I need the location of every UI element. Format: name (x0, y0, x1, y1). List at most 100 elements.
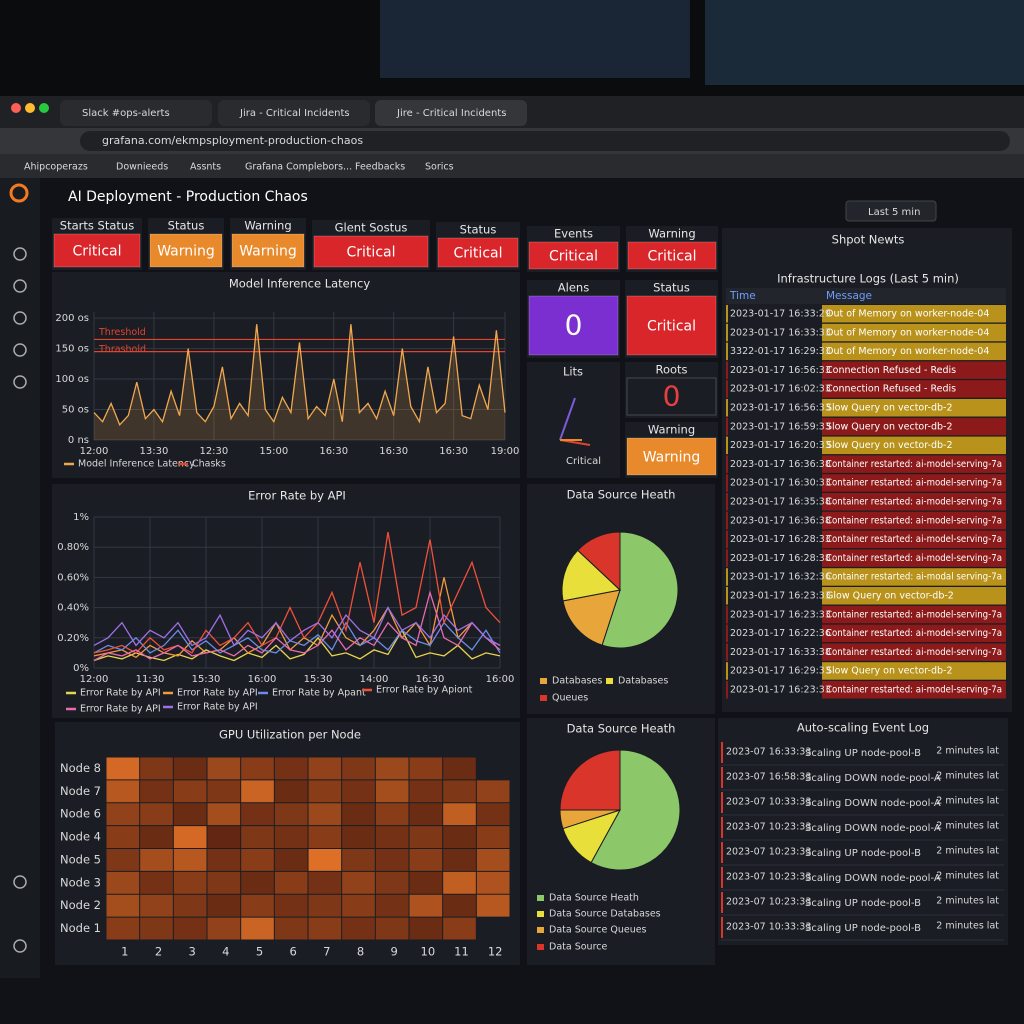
bookmark[interactable]: Sorics (425, 162, 454, 173)
log-message: Slow Query on vector-db-2 (826, 403, 953, 414)
log-time: 2023-01-17 16:22:36 (730, 628, 831, 639)
y-tick-label: 0.40% (57, 603, 89, 614)
message-cell (822, 474, 1006, 492)
log-time: 2023-01-17 16:32:36 (730, 572, 831, 583)
dashboard-title: AI Deployment - Production Chaos (68, 189, 308, 205)
heat-cell (106, 803, 140, 826)
log-time: 2023-01-17 16:35:38 (730, 497, 831, 508)
legend-label: Data Source Databases (549, 909, 661, 920)
tab-title[interactable]: Slack #ops-alerts (82, 108, 170, 119)
legend-swatch (537, 911, 544, 917)
log-time: 2023-01-17 16:30:33 (730, 478, 831, 489)
bookmark[interactable]: Feedbacks (355, 162, 405, 173)
y-tick-label: 0.80% (57, 542, 89, 553)
heat-cell (173, 871, 207, 894)
y-tick-label: 200 os (55, 313, 89, 324)
y-tick-label: 50 os (62, 405, 89, 416)
nav-icon[interactable] (13, 875, 27, 889)
row-marker (726, 361, 728, 379)
nav-icon[interactable] (13, 311, 27, 325)
x-tick-label: 12:30 (199, 446, 228, 457)
url[interactable]: grafana.com/ekmpsployment-production-cha… (102, 134, 363, 147)
col-label: 7 (323, 945, 330, 959)
row-marker (726, 624, 728, 643)
heat-cell (443, 803, 476, 826)
stat-value: Critical (73, 244, 122, 260)
bookmark[interactable]: Ahipcoperazs (24, 162, 88, 173)
heat-cell (342, 803, 375, 826)
window-button[interactable] (39, 103, 49, 113)
window-button[interactable] (11, 103, 21, 113)
message-cell (822, 587, 1006, 605)
message-cell (822, 530, 1006, 549)
message-cell (822, 436, 1006, 455)
heat-cell (207, 917, 241, 940)
legend-label: Data Source Queues (549, 925, 647, 936)
tab-title[interactable]: Jire - Critical Incidents (396, 108, 506, 119)
event-message: Scaling DOWN node-pool-A (805, 773, 941, 784)
heat-cell (173, 757, 207, 780)
log-message: Container restarted: ai-model-serving-7a (826, 609, 1002, 620)
col-label: 12 (488, 945, 503, 959)
heat-cell (308, 917, 342, 940)
series-line (93, 324, 506, 426)
heat-cell (173, 894, 207, 917)
stat-value-box (313, 235, 429, 268)
tab (375, 100, 527, 126)
bookmark[interactable]: Assnts (190, 162, 221, 173)
nav-icon[interactable] (13, 343, 27, 357)
log-message: Out of Memory on worker-node-04 (826, 346, 989, 357)
row-marker (726, 323, 728, 342)
event-time: 2023-07 16:33:33 (726, 747, 811, 758)
nav-icon[interactable] (13, 939, 27, 953)
x-tick-label: 16:30 (416, 674, 445, 685)
nav-icon[interactable] (13, 247, 27, 261)
log-time: 2023-01-17 16:56:33 (730, 403, 831, 414)
heat-cell (241, 894, 274, 917)
stat-value: Warning (157, 244, 215, 260)
row-marker (726, 587, 728, 605)
legend-label: Error Rate by API (80, 704, 161, 715)
bookmark[interactable]: Grafana Complebors... (245, 162, 352, 173)
sidebar (0, 178, 40, 978)
event-time: 2023-07 10:23:33 (726, 822, 811, 833)
row-marker (726, 417, 728, 436)
heat-cell (375, 757, 409, 780)
series-line (93, 621, 501, 654)
stat-value: Critical (648, 249, 697, 265)
x-tick-label: 15:30 (192, 674, 221, 685)
legend-label: Error Rate by Apiont (376, 685, 473, 696)
heat-cell (106, 826, 140, 848)
time-range[interactable]: Last 5 min (868, 207, 920, 218)
legend-swatch (537, 944, 544, 950)
message-cell (822, 493, 1006, 511)
log-message: Connection Refused - Redis (826, 365, 956, 376)
col-label: 5 (256, 945, 263, 959)
heat-cell (106, 894, 140, 917)
legend-label: Error Rate by API (177, 688, 258, 699)
log-message: Slow Query on vector-db-2 (826, 421, 953, 432)
table-header (726, 288, 1006, 304)
grafana-logo[interactable] (9, 183, 29, 203)
event-message: Scaling UP node-pool-B (805, 848, 921, 859)
nav-icon[interactable] (13, 279, 27, 293)
legend-swatch (537, 927, 544, 933)
nav-icon[interactable] (13, 375, 27, 389)
y-tick-label: 0% (73, 663, 89, 674)
tab-title[interactable]: Jira - Critical Incidents (239, 108, 350, 119)
message-cell (822, 399, 1006, 417)
heat-cell (241, 803, 274, 826)
stat-title: Warning (648, 227, 695, 241)
heat-cell (409, 780, 443, 803)
panel-title: Data Source Heath (567, 488, 676, 502)
message-cell (822, 681, 1006, 699)
window-button[interactable] (25, 103, 35, 113)
legend-label: Databases (618, 676, 668, 687)
bookmark[interactable]: Downieeds (116, 162, 168, 173)
log-time: 2023-01-17 16:36:38 (730, 515, 831, 526)
event-message: Scaling DOWN node-pool-A (805, 798, 941, 809)
heat-cell (375, 871, 409, 894)
stat-value: Critical (347, 245, 396, 261)
panel-title: Lits (563, 365, 583, 379)
